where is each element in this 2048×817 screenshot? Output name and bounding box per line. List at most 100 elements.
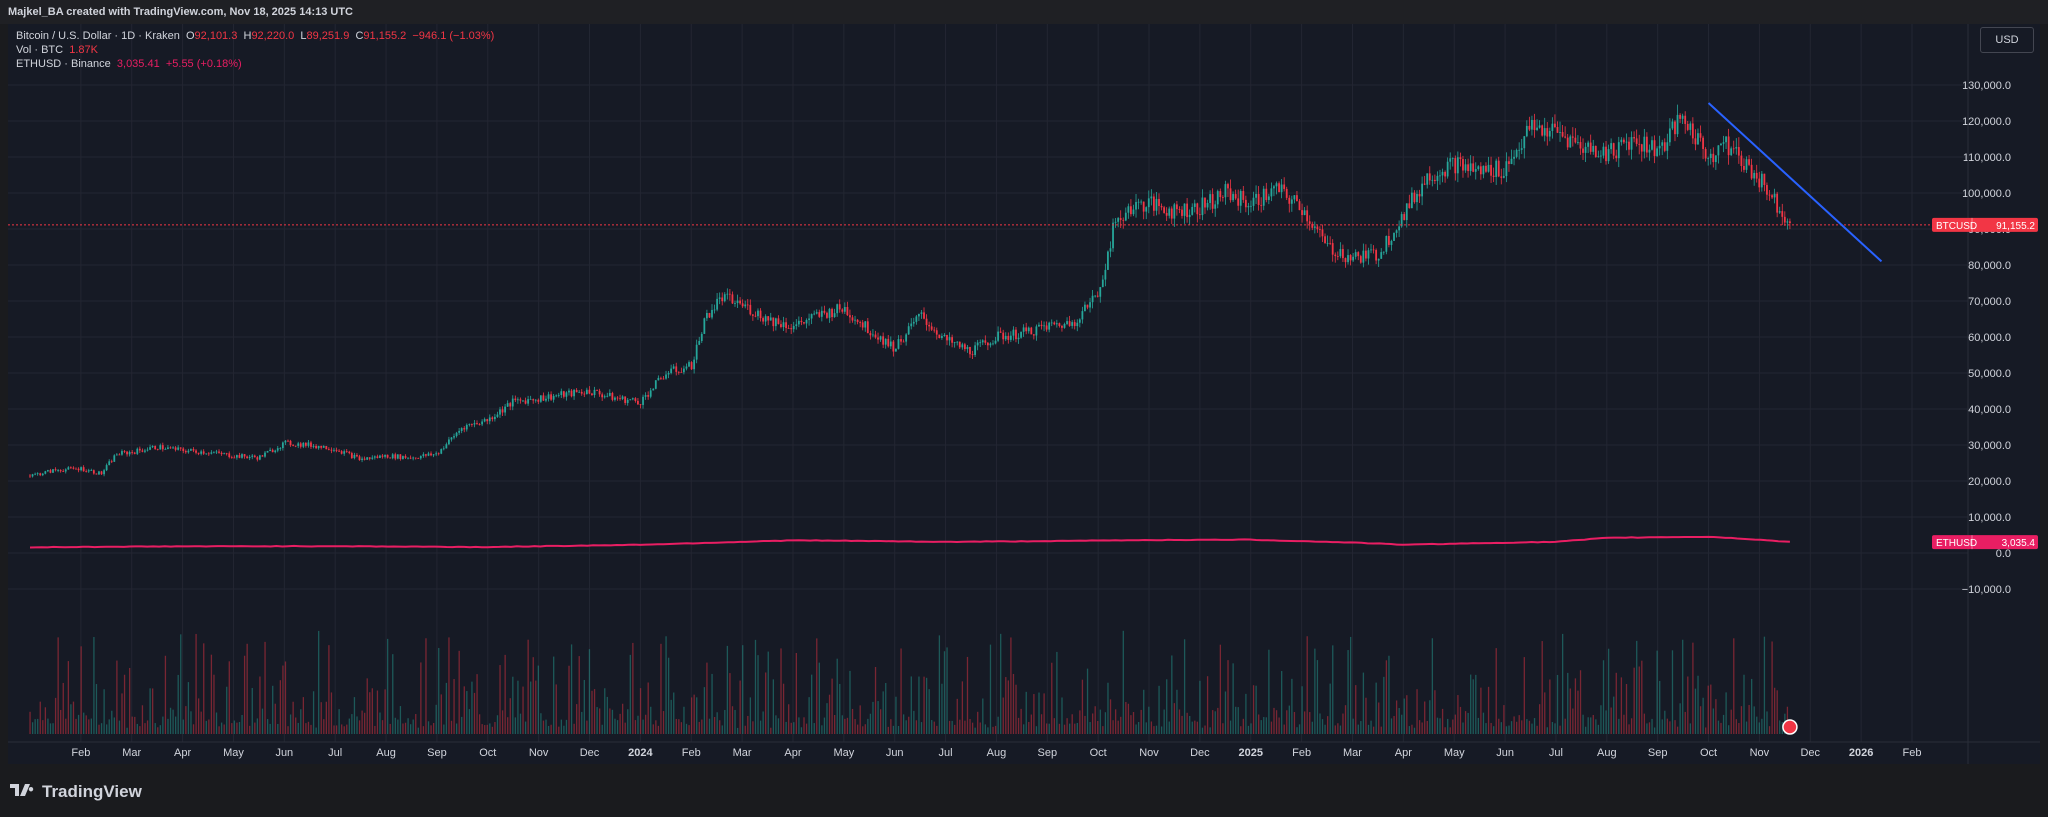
- volume-bar: [1357, 724, 1359, 734]
- candle-body: [200, 451, 203, 454]
- candle-body: [897, 339, 900, 349]
- volume-bar: [601, 724, 603, 734]
- volume-bar: [62, 682, 64, 734]
- volume-bar: [805, 723, 808, 734]
- volume-bar: [108, 719, 110, 734]
- candle-body: [583, 393, 586, 395]
- volume-bar: [992, 726, 994, 734]
- volume-bar: [800, 727, 803, 734]
- volume-bar: [1429, 700, 1431, 734]
- volume-bar: [984, 724, 987, 734]
- candle-body: [1615, 155, 1618, 159]
- candle-body: [95, 473, 98, 475]
- candle-body: [1076, 322, 1079, 327]
- ethusd-tag-bg: [1932, 535, 2038, 550]
- candle-body: [1099, 287, 1102, 297]
- candle-body: [126, 451, 128, 455]
- candle-body: [859, 322, 862, 323]
- volume-bar: [1063, 724, 1066, 734]
- legend-eth-label[interactable]: ETHUSD · Binance: [16, 58, 111, 70]
- candle-body: [1441, 171, 1444, 176]
- volume-bar: [1395, 700, 1398, 734]
- volume-bar: [1352, 718, 1354, 734]
- candle-body: [1691, 123, 1694, 139]
- candle-body: [1622, 139, 1625, 143]
- candle-body: [652, 388, 655, 391]
- volume-bar: [1579, 670, 1582, 734]
- volume-bar: [379, 712, 381, 734]
- candle-body: [310, 442, 312, 447]
- volume-bar: [1444, 727, 1446, 734]
- candle-body: [1204, 197, 1206, 208]
- volume-bar: [476, 674, 478, 734]
- candle-body: [718, 297, 721, 299]
- volume-bar: [174, 716, 177, 734]
- volume-bar: [1653, 727, 1656, 734]
- x-tick-label: Nov: [1139, 747, 1159, 759]
- candle-body: [1658, 145, 1661, 149]
- volume-bar: [586, 720, 588, 734]
- price-chart[interactable]: 130,000.0120,000.0110,000.0100,000.090,0…: [8, 24, 2040, 764]
- volume-bar: [389, 723, 391, 734]
- candle-body: [575, 389, 578, 393]
- volume-bar: [1028, 721, 1030, 734]
- candle-body: [1050, 322, 1053, 324]
- volume-bar: [1120, 716, 1122, 734]
- volume-bar: [254, 722, 256, 734]
- candle-body: [1433, 179, 1436, 182]
- volume-bar: [872, 701, 874, 734]
- candle-body: [726, 293, 729, 295]
- candle-body: [1763, 173, 1766, 186]
- candle-body: [1423, 183, 1426, 185]
- candle-body: [251, 455, 254, 457]
- volume-bar: [402, 723, 404, 734]
- volume-bar: [1505, 726, 1508, 734]
- x-tick-label: Mar: [733, 747, 752, 759]
- volume-bar: [780, 648, 782, 734]
- volume-bar: [979, 722, 981, 734]
- candle-body: [1170, 208, 1173, 219]
- volume-bar: [1773, 687, 1776, 734]
- volume-bar: [80, 646, 82, 734]
- volume-bar: [177, 674, 179, 734]
- candle-body: [657, 377, 660, 381]
- candle-body: [1043, 325, 1045, 327]
- candle-body: [320, 445, 323, 448]
- volume-bar: [788, 704, 790, 734]
- legend-symbol[interactable]: Bitcoin / U.S. Dollar · 1D · Kraken: [16, 30, 180, 42]
- volume-bar: [1017, 717, 1020, 734]
- volume-bar: [466, 691, 468, 734]
- candle-body: [905, 334, 908, 342]
- volume-bar: [1475, 674, 1477, 734]
- candle-body: [585, 389, 588, 395]
- candle-body: [1155, 198, 1158, 211]
- candle-body: [1679, 114, 1681, 119]
- volume-bar: [553, 656, 555, 734]
- currency-button[interactable]: USD: [1980, 27, 2034, 53]
- volume-bar: [491, 726, 494, 734]
- volume-bar: [425, 638, 427, 734]
- candle-body: [1188, 214, 1191, 218]
- footer-brand: TradingView: [42, 782, 142, 801]
- candle-body: [177, 447, 180, 450]
- volume-bar: [1270, 721, 1273, 734]
- candle-body: [1267, 196, 1270, 200]
- candle-body: [1127, 206, 1130, 213]
- candle-body: [879, 336, 882, 340]
- volume-bar: [1158, 685, 1160, 734]
- volume-bar: [532, 657, 534, 734]
- legend-vol-label[interactable]: Vol · BTC: [16, 44, 64, 56]
- candle-body: [417, 458, 420, 459]
- candle-body: [516, 399, 519, 401]
- volume-bar: [1347, 650, 1349, 734]
- volume-bar: [1730, 709, 1732, 734]
- volume-bar: [1533, 718, 1536, 734]
- volume-bar: [1237, 707, 1239, 734]
- candle-body: [741, 303, 744, 307]
- volume-bar: [734, 709, 736, 734]
- volume-bar: [1498, 718, 1500, 734]
- candle-body: [1306, 210, 1309, 222]
- candle-body: [1755, 172, 1758, 179]
- volume-bar: [1281, 671, 1283, 734]
- candle-body: [1413, 192, 1416, 203]
